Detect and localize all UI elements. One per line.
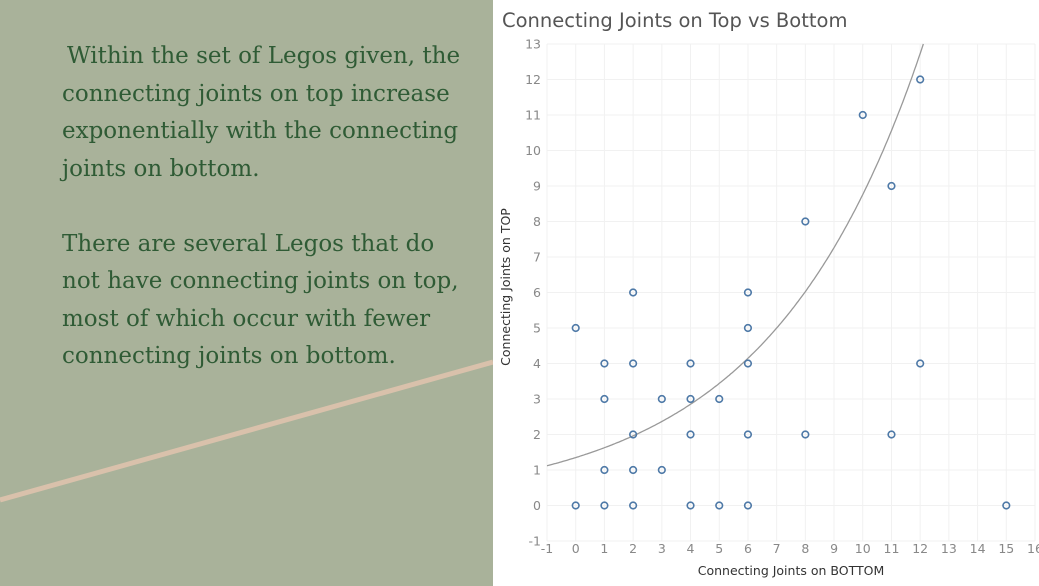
y-tick-label: 2	[533, 427, 541, 442]
x-tick-label: 1	[600, 541, 608, 556]
text-panel: Within the set of Legos given, the conne…	[0, 0, 493, 586]
data-point	[629, 359, 638, 368]
data-point	[686, 430, 695, 439]
trendline-layer	[546, 43, 925, 467]
y-tick-label: 9	[533, 179, 541, 194]
data-points	[571, 75, 1011, 510]
data-point	[571, 323, 580, 333]
data-point	[715, 394, 724, 404]
data-point	[686, 394, 695, 404]
y-tick-label: 3	[533, 392, 541, 407]
y-tick-label: 10	[525, 143, 541, 158]
x-tick-label: 4	[687, 541, 695, 556]
x-tick-label: 2	[629, 541, 637, 556]
x-tick-label: 13	[941, 541, 957, 556]
x-tick-label: 9	[830, 541, 838, 556]
y-tick-label: 4	[533, 356, 541, 371]
y-axis-label: Connecting Joints on TOP	[498, 208, 513, 366]
data-point	[801, 217, 810, 226]
chart-title: Connecting Joints on Top vs Bottom	[502, 9, 848, 32]
scatter-chart: -1 0 1 2 3 4 5 6 7 8 9 10 11 12 13 14 15 16 -101234567891…	[498, 37, 1039, 579]
data-point	[629, 430, 638, 439]
summary-text: Within the set of Legos given, the conne…	[62, 38, 472, 376]
y-tick-label: 13	[525, 37, 541, 52]
data-point	[743, 288, 753, 297]
summary-paragraph-2: There are several Legos that do not have…	[62, 230, 459, 370]
x-tick-label: 11	[884, 541, 900, 556]
data-point	[743, 501, 753, 510]
chart-panel: Connecting Joints on Top vs Bottom -1 0 1 2…	[493, 0, 1039, 586]
decorative-accent-line	[0, 359, 493, 503]
gridlines	[546, 43, 1036, 542]
data-point	[629, 501, 638, 510]
x-tick-label: 0	[572, 541, 580, 556]
data-point	[887, 181, 896, 191]
x-axis-label: Connecting Joints on BOTTOM	[698, 563, 885, 578]
x-tick-label: 15	[998, 541, 1014, 556]
y-tick-label: 11	[525, 108, 541, 123]
y-tick-label: 12	[525, 72, 541, 87]
data-point	[629, 288, 638, 297]
y-tick-label: 6	[533, 285, 541, 300]
y-tick-label: -1	[529, 534, 541, 549]
data-point	[571, 501, 580, 510]
data-point	[743, 430, 753, 439]
data-point	[600, 359, 609, 368]
data-point	[743, 359, 753, 368]
data-point	[629, 465, 638, 475]
data-point	[743, 323, 753, 333]
data-point	[686, 359, 695, 368]
x-tick-label: 14	[970, 541, 986, 556]
data-point	[600, 394, 609, 404]
summary-paragraph-1: Within the set of Legos given, the conne…	[62, 43, 461, 182]
data-point	[1002, 501, 1011, 510]
y-tick-label: 1	[533, 463, 541, 478]
y-tick-label: 8	[533, 214, 541, 229]
data-point	[686, 501, 695, 510]
x-tick-label: 8	[801, 541, 809, 556]
y-tick-label: 7	[533, 250, 541, 265]
x-tick-label: 16	[1027, 541, 1039, 556]
data-point	[657, 394, 666, 404]
exponential-trendline	[546, 43, 925, 467]
data-point	[715, 501, 724, 510]
x-tick-label: 3	[658, 541, 666, 556]
x-tick-label: 6	[744, 541, 752, 556]
data-point	[858, 110, 867, 120]
data-point	[916, 75, 925, 84]
x-tick-label: 7	[773, 541, 781, 556]
y-tick-label: 5	[533, 321, 541, 336]
data-point	[657, 465, 666, 475]
x-tick-label: 5	[715, 541, 723, 556]
x-tick-label: -1	[541, 541, 553, 556]
data-point	[600, 465, 609, 475]
data-point	[887, 430, 896, 439]
data-point	[600, 501, 609, 510]
x-axis-ticks: -1 0 1 2 3 4 5 6 7 8 9 10 11 12 13 14 15 16	[541, 541, 1039, 556]
x-tick-label: 10	[855, 541, 871, 556]
x-tick-label: 12	[912, 541, 928, 556]
data-point	[801, 430, 810, 439]
data-point	[916, 359, 925, 368]
y-tick-label: 0	[533, 498, 541, 513]
